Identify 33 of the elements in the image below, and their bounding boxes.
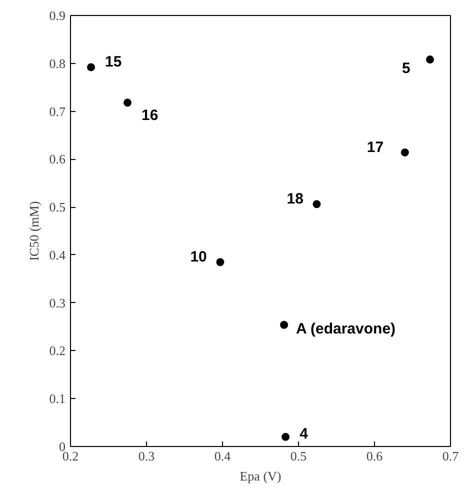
y-tick-label: 0.4 [49,247,66,262]
x-tick-label: 0.4 [214,448,232,464]
annotation: 16 [142,107,158,124]
x-tick-label: 0.6 [366,448,384,464]
point [216,258,224,266]
y-tick-label: 0.1 [49,391,66,406]
x-tick-label: 0.3 [138,448,155,464]
point [400,148,409,156]
point [87,63,96,72]
point [280,320,288,329]
annotation: A (edaravone) [296,320,396,338]
x-axis-title: Epa (V) [240,468,282,484]
point [282,432,290,441]
x-tick-label: 0.7 [442,448,460,464]
x-tick-label: 0.5 [290,448,307,464]
annotation: 15 [105,54,122,71]
y-tick-label: 0.2 [49,343,66,358]
y-tick-label: 0.6 [49,152,66,167]
point [312,200,321,208]
annotation: 10 [190,248,207,266]
point [124,98,132,107]
y-tick-label: 0.5 [49,200,66,215]
annotation: 5 [402,60,410,78]
point [426,56,434,64]
y-tick-label: 0 [59,439,66,454]
y-tick-label: 0.7 [49,104,66,119]
y-tick-label: 0.9 [49,8,66,23]
y-tick-label: 0.3 [49,295,66,310]
annotation: 4 [300,425,309,442]
annotation: 17 [366,138,384,156]
y-axis-title: IC50 (mM) [26,201,42,261]
annotation: 18 [286,190,304,208]
y-tick-label: 0.8 [49,56,66,71]
